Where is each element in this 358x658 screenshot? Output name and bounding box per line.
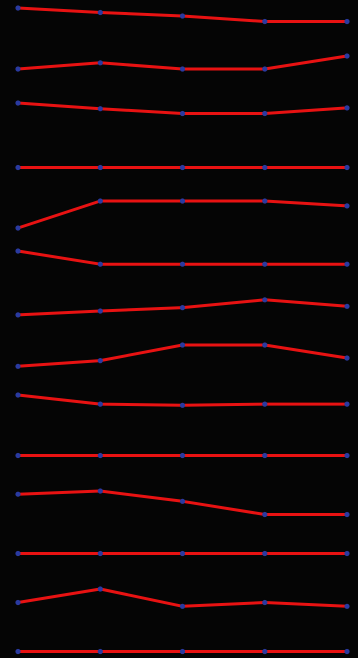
- data-point: [262, 198, 268, 204]
- data-point: [97, 550, 103, 557]
- data-point: [179, 550, 186, 557]
- series-9: [15, 392, 350, 408]
- data-point: [97, 261, 103, 267]
- series-4: [15, 164, 350, 171]
- data-point: [97, 488, 103, 494]
- series-11: [15, 488, 350, 518]
- data-point: [97, 308, 103, 314]
- data-point: [97, 401, 103, 407]
- data-point: [344, 18, 350, 25]
- data-point: [179, 498, 186, 504]
- data-point: [262, 342, 268, 348]
- data-point: [97, 452, 103, 459]
- data-point: [15, 452, 21, 459]
- data-point: [179, 13, 186, 19]
- data-point: [344, 648, 350, 655]
- data-point: [179, 305, 186, 311]
- data-point: [344, 53, 350, 59]
- data-point: [15, 363, 21, 369]
- data-point: [344, 203, 350, 209]
- data-point: [15, 164, 21, 171]
- data-point: [262, 297, 268, 303]
- data-point: [97, 648, 103, 655]
- data-point: [262, 261, 268, 267]
- series-12: [15, 550, 350, 557]
- data-point: [179, 603, 186, 609]
- data-point: [344, 401, 350, 407]
- data-point: [15, 550, 21, 557]
- data-point: [179, 261, 186, 267]
- data-point: [262, 66, 268, 72]
- data-point: [179, 164, 186, 171]
- data-point: [344, 261, 350, 267]
- data-point: [15, 248, 21, 254]
- series-layer: [15, 5, 350, 655]
- data-point: [262, 550, 268, 557]
- data-point: [344, 603, 350, 609]
- data-point: [179, 402, 186, 408]
- data-point: [344, 303, 350, 309]
- data-point: [344, 164, 350, 171]
- data-point: [97, 60, 103, 66]
- data-point: [344, 452, 350, 459]
- series-line: [17, 199, 348, 230]
- series-7: [15, 297, 350, 318]
- data-point: [344, 511, 350, 518]
- data-point: [262, 452, 268, 459]
- series-10: [15, 452, 350, 459]
- data-point: [97, 358, 103, 364]
- data-point: [15, 312, 21, 318]
- data-point: [15, 599, 21, 606]
- data-point: [15, 5, 21, 11]
- data-point: [15, 491, 21, 497]
- series-2: [15, 53, 350, 72]
- series-1: [15, 5, 350, 25]
- data-point: [97, 198, 103, 204]
- data-point: [344, 355, 350, 361]
- series-5: [15, 198, 350, 231]
- data-point: [262, 164, 268, 171]
- data-point: [15, 66, 21, 72]
- data-point: [179, 342, 186, 348]
- data-point: [344, 550, 350, 557]
- data-point: [179, 66, 186, 72]
- series-6: [15, 248, 350, 267]
- data-point: [97, 9, 103, 16]
- data-point: [97, 164, 103, 171]
- data-point: [179, 110, 186, 117]
- data-point: [15, 225, 21, 231]
- data-point: [179, 452, 186, 459]
- data-point: [179, 648, 186, 655]
- data-point: [179, 198, 186, 204]
- data-point: [15, 392, 21, 398]
- series-8: [15, 342, 350, 369]
- data-point: [15, 648, 21, 655]
- series-line: [17, 343, 348, 368]
- data-point: [262, 648, 268, 655]
- data-point: [262, 401, 268, 407]
- series-3: [15, 100, 350, 117]
- data-point: [262, 599, 268, 606]
- data-point: [262, 511, 268, 518]
- data-point: [15, 100, 21, 106]
- data-point: [262, 18, 268, 25]
- series-13: [15, 586, 350, 609]
- data-point: [97, 106, 103, 112]
- data-point: [344, 105, 350, 111]
- data-point: [262, 110, 268, 117]
- series-14: [15, 648, 350, 655]
- data-point: [97, 586, 103, 592]
